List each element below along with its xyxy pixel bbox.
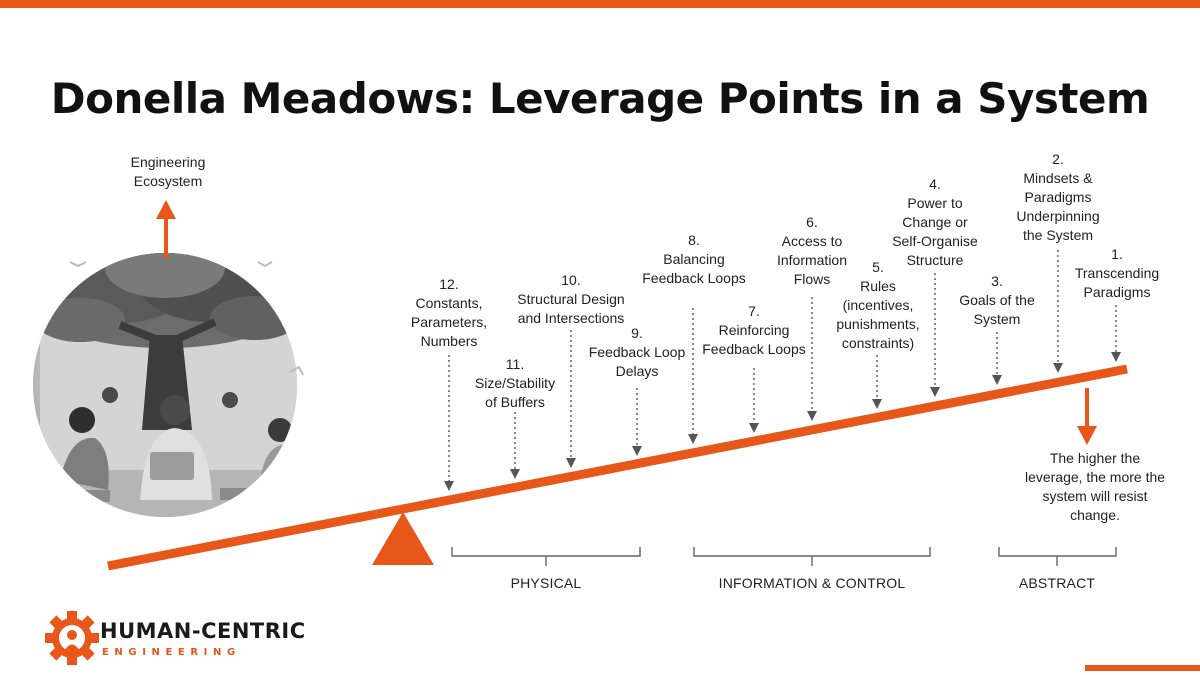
leverage-point-5: 5. Rules (incentives, punishments, const… (836, 259, 920, 351)
bottom-accent-bar (1085, 665, 1200, 671)
brand-subtitle: ENGINEERING (102, 647, 241, 658)
gear-icon (45, 611, 99, 665)
tree-illustration (33, 253, 304, 517)
leverage-point-1: 1. Transcending Paradigms (1074, 246, 1160, 300)
resistance-note: The higher the leverage, the more the sy… (1024, 450, 1166, 523)
page-title: Donella Meadows: Leverage Points in a Sy… (50, 74, 1150, 123)
leverage-point-6: 6. Access to Information Flows (776, 214, 848, 287)
leverage-point-11: 11. Size/Stability of Buffers (474, 356, 556, 410)
category-abstract: ABSTRACT (1018, 575, 1096, 591)
leverage-point-12: 12. Constants, Parameters, Numbers (410, 276, 488, 349)
lever-beam (107, 364, 1128, 571)
down-arrow-icon (1077, 388, 1097, 445)
category-information-control: INFORMATION & CONTROL (718, 575, 906, 591)
brand-name: HUMAN-CENTRIC (100, 619, 306, 643)
leverage-pointers (448, 250, 1117, 481)
leverage-point-4: 4. Power to Change or Self-Organise Stru… (892, 176, 978, 268)
category-physical: PHYSICAL (510, 575, 582, 591)
leverage-point-10: 10. Structural Design and Intersections (517, 272, 625, 326)
category-brackets (451, 547, 1117, 566)
fulcrum-triangle (372, 512, 434, 565)
leverage-point-9: 9. Feedback Loop Delays (588, 325, 686, 379)
up-arrow-icon (156, 200, 176, 258)
pointer-arrowheads (444, 352, 1121, 491)
leverage-point-2: 2. Mindsets & Paradigms Underpinning the… (1016, 151, 1100, 243)
top-accent-bar (0, 0, 1200, 8)
leverage-point-7: 7. Reinforcing Feedback Loops (702, 303, 806, 357)
leverage-point-8: 8. Balancing Feedback Loops (642, 232, 746, 286)
leverage-point-3: 3. Goals of the System (959, 273, 1035, 327)
ecosystem-label: Engineering Ecosystem (130, 154, 206, 189)
